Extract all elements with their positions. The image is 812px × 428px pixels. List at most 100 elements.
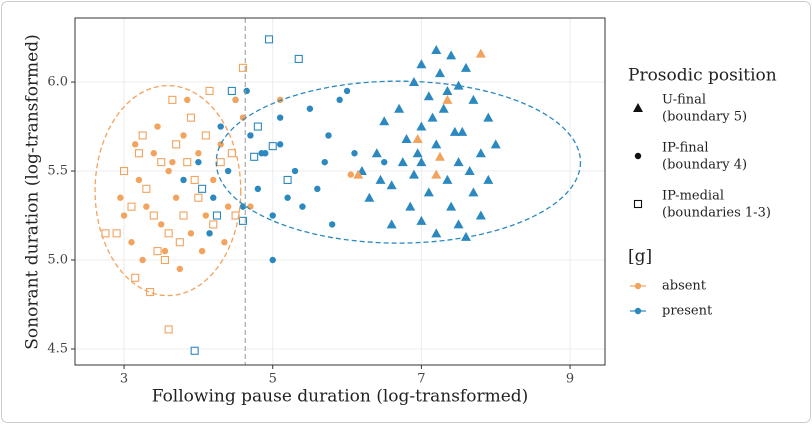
point [161, 247, 169, 255]
point [264, 35, 274, 44]
point [306, 105, 314, 112]
point [176, 265, 184, 273]
point [253, 122, 262, 131]
point [165, 167, 172, 175]
y-tick-label: 5.5 [47, 164, 68, 179]
point [198, 247, 206, 255]
point [101, 229, 110, 238]
point [386, 219, 397, 229]
point [187, 230, 195, 237]
point [247, 132, 254, 139]
legend-label: U-final [662, 93, 706, 108]
point [139, 256, 146, 264]
point [205, 86, 214, 96]
x-tick-label: 5 [269, 372, 277, 387]
legend-symbol [633, 103, 643, 112]
point [128, 239, 135, 246]
point [168, 95, 177, 104]
point [120, 212, 128, 219]
point [449, 126, 460, 136]
ellipse [94, 84, 242, 297]
point [186, 113, 196, 122]
point [475, 148, 486, 158]
point [453, 157, 464, 167]
point [405, 201, 416, 211]
point [269, 256, 276, 264]
legend-label: present [662, 304, 713, 319]
legend-label: (boundary 4) [662, 158, 747, 173]
point [209, 220, 218, 229]
point [247, 203, 254, 210]
point [446, 50, 457, 60]
point [153, 247, 162, 256]
point [431, 228, 442, 238]
point [490, 139, 501, 149]
point [483, 174, 494, 184]
point [194, 193, 203, 202]
point [160, 255, 169, 265]
point [294, 54, 303, 63]
y-axis-title: Sonorant duration (log-transformed) [23, 34, 43, 350]
point [250, 152, 259, 161]
point [117, 194, 124, 201]
legend-symbol [634, 152, 642, 160]
point [475, 48, 486, 58]
point [416, 59, 427, 69]
legend-symbol [634, 307, 642, 315]
point [438, 103, 449, 113]
x-tick-label: 3 [120, 372, 128, 387]
point [146, 287, 155, 297]
point [206, 230, 213, 237]
point [379, 116, 390, 126]
point [434, 68, 445, 78]
point [134, 149, 143, 158]
point [239, 203, 247, 210]
point [299, 203, 306, 210]
plot-border [74, 17, 606, 366]
legend-label: IP-medial [662, 189, 724, 204]
legend-label: (boundary 5) [662, 110, 747, 125]
point [169, 158, 176, 166]
legend-symbol [634, 282, 642, 290]
point [180, 132, 187, 139]
point [269, 212, 276, 219]
point [460, 231, 471, 241]
point [283, 175, 292, 184]
point [442, 174, 453, 184]
point [149, 211, 158, 220]
point [224, 203, 232, 210]
point [210, 176, 217, 184]
point [401, 134, 412, 144]
point [212, 211, 222, 220]
point [291, 167, 299, 175]
point [276, 114, 284, 121]
point [423, 91, 434, 101]
point [164, 229, 173, 238]
legend-symbol [633, 199, 643, 209]
point [321, 158, 328, 166]
point [216, 158, 225, 167]
point [328, 221, 336, 228]
point [375, 174, 386, 184]
point [314, 185, 321, 193]
x-tick-label: 9 [566, 372, 574, 387]
point [386, 180, 397, 190]
point [131, 273, 140, 282]
point [198, 184, 207, 193]
point [397, 157, 408, 167]
y-tick-label: 4.5 [47, 341, 68, 356]
point [150, 150, 157, 157]
point [127, 202, 136, 211]
point [154, 123, 161, 130]
point [464, 166, 475, 176]
point [442, 94, 453, 104]
legend-label: absent [662, 279, 707, 294]
point [325, 132, 332, 139]
point [135, 176, 143, 184]
point [453, 80, 464, 90]
point [164, 325, 173, 334]
legend-label: IP-final [662, 141, 709, 156]
point [112, 229, 121, 238]
ellipse [215, 80, 582, 244]
